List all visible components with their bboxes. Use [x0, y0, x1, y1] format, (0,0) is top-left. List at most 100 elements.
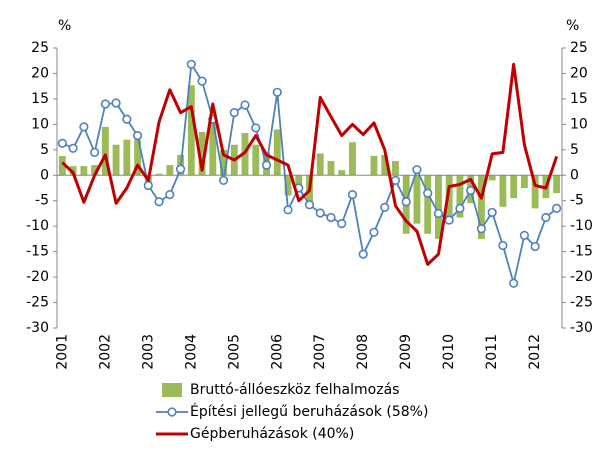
line-marker [79, 122, 89, 132]
line-marker [541, 212, 551, 223]
y2-tick-label: 10 [570, 116, 588, 132]
bar [434, 175, 442, 239]
line-marker [530, 241, 540, 252]
line-marker [444, 215, 454, 225]
line-marker [218, 175, 229, 185]
x-tick-label: 2007 [312, 334, 328, 370]
legend-marker [167, 407, 177, 417]
line-marker [455, 203, 465, 213]
bar [349, 142, 356, 176]
x-tick-label: 2006 [269, 334, 285, 370]
y-tick-label: 10 [31, 116, 49, 132]
y-tick-label: 15 [31, 91, 49, 107]
bar [477, 175, 485, 239]
bar [531, 175, 539, 209]
bar [101, 126, 109, 176]
bar [112, 144, 120, 176]
bar [381, 154, 389, 176]
line-marker [272, 87, 282, 97]
bar [456, 175, 464, 218]
line-marker [57, 138, 67, 148]
line-marker [229, 108, 239, 118]
bar [553, 175, 561, 194]
y-tick-label: -10 [26, 218, 49, 234]
line-marker [315, 208, 325, 218]
x-tick-label: 2003 [140, 334, 156, 370]
x-tick-label: 2002 [97, 334, 113, 370]
line-marker [143, 180, 153, 191]
bar [252, 144, 260, 176]
y-tick-label: -25 [26, 295, 49, 311]
line-marker [509, 278, 519, 288]
y2-tick-label: -5 [570, 193, 584, 209]
bar [273, 129, 281, 176]
line-marker [552, 203, 562, 213]
line-marker [111, 98, 121, 108]
line [61, 62, 559, 266]
line-marker [132, 130, 143, 141]
line-marker [380, 202, 390, 212]
x-tick-label: 2004 [183, 334, 199, 370]
line-marker [358, 249, 368, 259]
y-tick-label: 0 [40, 167, 49, 183]
line-marker [519, 230, 529, 240]
x-tick-label: 2001 [54, 334, 70, 370]
y-tick-label: 20 [31, 65, 49, 81]
x-tick-label: 2010 [441, 334, 457, 370]
y2-tick-label: -15 [570, 244, 593, 260]
bar [338, 170, 346, 176]
bar [499, 175, 507, 207]
line-marker [251, 123, 261, 133]
bar [316, 153, 324, 176]
line-marker [487, 207, 497, 218]
y2-tick-label: 5 [570, 142, 579, 158]
bar [488, 175, 496, 181]
bar [166, 165, 174, 176]
y2-tick-label: 25 [570, 40, 588, 56]
line-marker [122, 114, 132, 124]
y-tick-label: 5 [40, 142, 49, 158]
bar [209, 121, 217, 176]
line-marker [326, 212, 336, 223]
legend-label: Építési jellegű beruházások (58%) [190, 403, 428, 420]
bar [284, 175, 292, 196]
line-marker [466, 185, 476, 196]
line-marker [498, 240, 508, 251]
line-marker [476, 224, 487, 234]
y2-tick-label: 15 [570, 91, 588, 107]
x-tick-label: 2009 [398, 334, 414, 370]
bar [445, 175, 453, 222]
line-marker [240, 100, 250, 110]
line-marker [165, 190, 175, 200]
bar [58, 155, 66, 176]
line-marker [423, 188, 433, 198]
y2-tick-label: -20 [570, 269, 593, 285]
line-marker [154, 197, 164, 207]
line-marker [197, 76, 207, 86]
line-marker [90, 147, 100, 157]
legend-label: Gépberuházások (40%) [190, 426, 354, 442]
x-tick-label: 2008 [355, 334, 371, 370]
bar [424, 175, 432, 234]
y-tick-label: -20 [26, 269, 49, 285]
x-tick-label: 2012 [527, 334, 543, 370]
x-tick-label: 2005 [226, 334, 242, 370]
bar [510, 175, 518, 199]
bar [370, 155, 378, 176]
bar [295, 175, 303, 191]
line-marker [433, 208, 444, 219]
bar [155, 173, 163, 176]
line-marker [175, 164, 186, 174]
bar [198, 132, 206, 176]
y-tick-label: -30 [26, 320, 49, 336]
line-marker [283, 205, 293, 215]
legend-label: Bruttó-állóeszköz felhalmozás [190, 382, 399, 398]
line-marker [412, 165, 422, 175]
y-tick-label: -5 [35, 193, 49, 209]
y2-tick-label: 20 [570, 65, 588, 81]
bar [392, 161, 399, 176]
y2-tick-label: -25 [570, 295, 593, 311]
line-marker [401, 197, 411, 207]
line-marker [347, 190, 358, 200]
